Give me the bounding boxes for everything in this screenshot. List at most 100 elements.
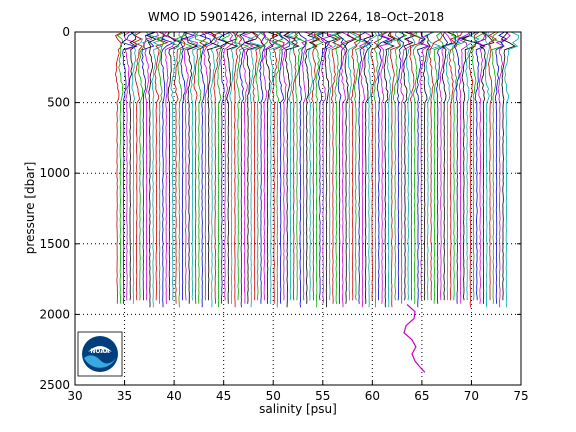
x-tick-label: 50 [266,389,281,403]
chart-title: WMO ID 5901426, internal ID 2264, 18–Oct… [148,10,444,24]
profile-line [145,31,158,308]
profile-line [312,31,325,308]
profile-line [121,31,136,304]
profile-line [474,31,487,301]
profile-line [217,31,230,308]
profile-line [293,31,308,301]
y-tick-label: 2500 [39,378,70,392]
profile-line [141,31,155,301]
profile-line [382,31,396,308]
x-tick-label: 55 [315,389,330,403]
profile-line [203,31,218,301]
profile-line [198,31,212,308]
profile-line [403,31,417,301]
profile-line [175,31,193,308]
profile-line [229,31,239,304]
profile-line [222,31,234,301]
profile-line [241,31,255,304]
profile-line [298,31,307,308]
profile-line [484,31,490,308]
profile-line [439,31,453,301]
profile-line [365,31,378,308]
latest-profile-line [403,304,426,373]
profile-line [386,31,402,308]
y-tick-label: 1000 [39,166,70,180]
profile-line [451,31,467,301]
profile-line [251,31,265,301]
profile-line [495,31,511,308]
logo-wave [84,355,116,368]
profile-line [339,31,355,308]
profile-line [347,31,361,301]
profile-line [160,31,175,308]
profile-line [116,31,126,304]
profile-line [170,31,185,301]
profile-line [433,31,445,304]
profile-line [465,31,480,301]
profile-line [471,31,486,301]
profile-line [344,31,357,304]
profile-line [211,31,229,304]
profile-line [330,31,343,304]
noaa-logo: NOAA [77,331,123,377]
y-axis-label: pressure [dbar] [23,162,37,255]
profile-line [416,31,430,308]
profile-line [114,31,123,304]
profile-line [468,31,480,308]
profile-line [248,31,266,308]
profile-line [429,31,443,301]
profile-line [209,31,224,308]
profile-line [180,31,196,301]
profile-line [259,31,266,304]
profile-line [244,31,261,304]
profile-line [301,31,316,301]
profile-line [307,31,323,301]
profile-line [167,31,182,301]
profile-line [324,31,339,308]
profile-line [327,31,342,301]
profile-line [273,31,285,308]
profile-line [173,31,186,304]
profile-line [218,31,231,304]
x-tick-label: 45 [216,389,231,403]
profile-line [271,31,285,304]
y-axis-ticks: 0 500 1000 1500 2000 2500 [39,25,521,392]
profile-line [182,31,199,301]
profile-line [155,31,172,304]
profile-line [418,31,433,301]
profile-line [224,31,239,304]
profile-line [154,31,169,301]
profile-line [350,31,361,301]
x-tick-label: 40 [166,389,181,403]
x-axis-ticks: 30 35 40 45 50 55 60 65 70 75 [67,32,529,403]
profile-line [487,31,498,301]
profile-line [477,31,486,304]
profile-line [412,31,425,304]
profile-line [409,31,424,301]
x-tick-label: 75 [513,389,528,403]
profile-line [358,31,372,304]
profile-line [376,31,391,301]
x-tick-label: 35 [117,389,132,403]
profile-line [239,31,246,308]
profile-line [132,31,143,301]
y-tick-label: 500 [47,96,70,110]
profile-line [396,31,405,301]
profile-line [283,31,300,308]
profile-line [448,31,463,301]
profile-line [292,31,298,301]
profile-line [504,31,520,308]
profile-line [443,31,461,301]
profile-line [316,31,330,301]
logo-wordmark: NOAA [90,348,110,355]
x-tick-label: 70 [464,389,479,403]
profile-line [392,31,408,301]
plot-frame [74,31,522,386]
logo-bird [88,346,112,352]
profile-line [193,31,208,304]
profile-line [123,31,138,301]
y-tick-label: 2000 [39,307,70,321]
profile-lines [114,31,520,308]
profile-line [453,31,471,304]
profile-line [185,31,199,304]
